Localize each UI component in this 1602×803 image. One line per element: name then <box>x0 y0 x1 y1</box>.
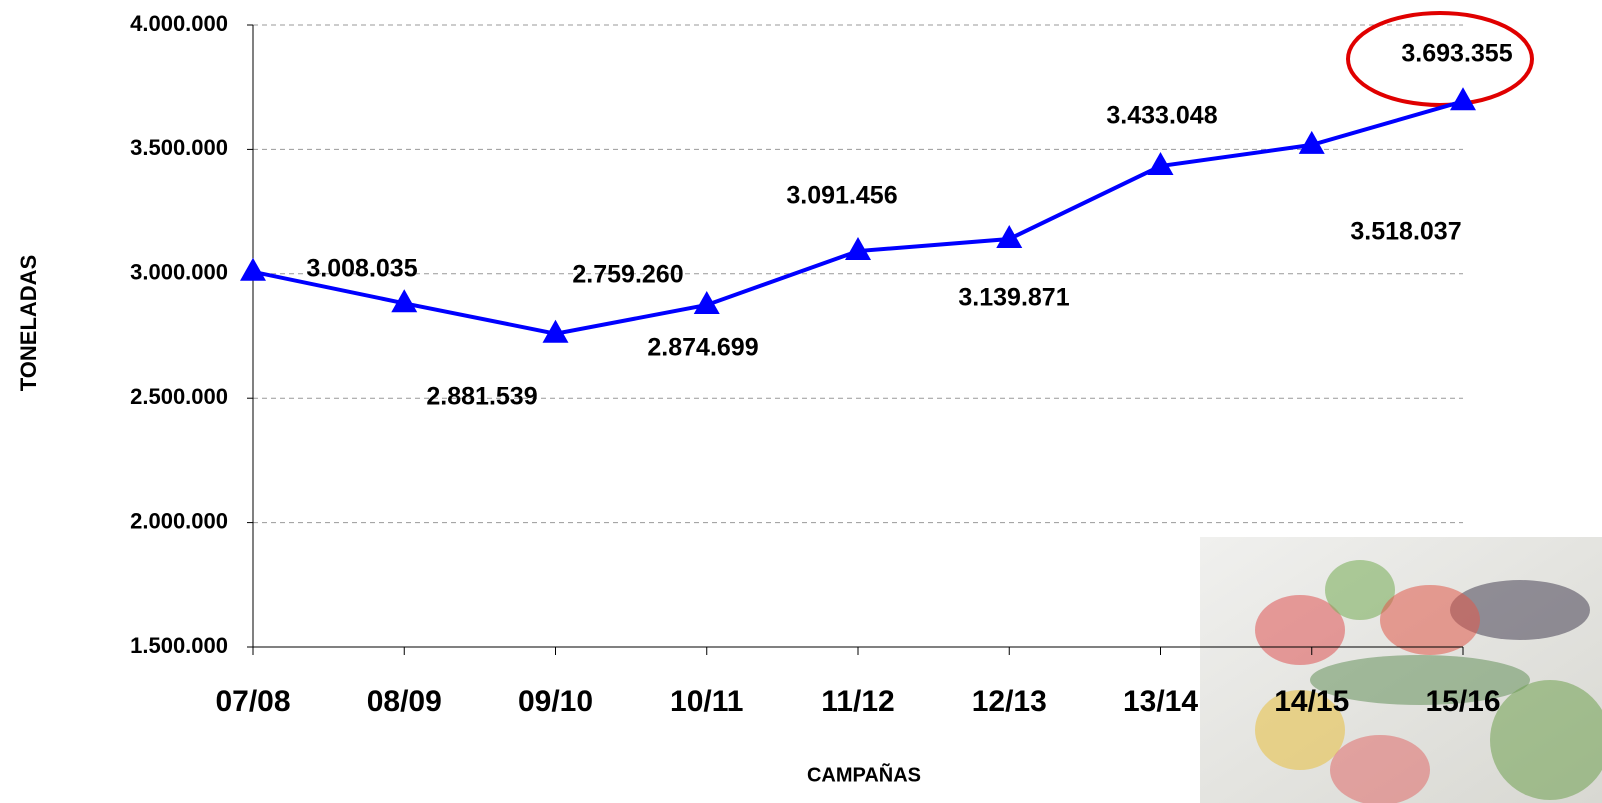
data-marker <box>1450 87 1476 111</box>
data-marker <box>240 257 266 281</box>
value-label: 2.759.260 <box>572 261 683 289</box>
x-tick-label: 10/11 <box>670 685 743 718</box>
x-tick-label: 08/09 <box>367 685 442 718</box>
value-label: 2.881.539 <box>426 383 537 411</box>
value-label: 3.518.037 <box>1350 218 1461 246</box>
x-tick-label: 09/10 <box>518 685 593 718</box>
y-axis-title: TONELADAS <box>16 255 41 392</box>
value-label: 3.693.355 <box>1401 40 1512 68</box>
value-label: 3.139.871 <box>958 284 1069 312</box>
data-marker <box>693 290 720 314</box>
y-tick-label: 2.000.000 <box>130 508 228 533</box>
x-tick-label: 11/12 <box>821 685 894 718</box>
x-tick-label: 12/13 <box>972 685 1047 718</box>
data-marker <box>391 289 418 313</box>
data-marker <box>996 225 1023 249</box>
data-marker <box>1147 152 1174 176</box>
x-tick-label: 14/15 <box>1274 685 1349 718</box>
x-tick-label: 07/08 <box>215 685 290 718</box>
vegetables-image <box>1200 537 1602 803</box>
x-axis-title: CAMPAÑAS <box>807 763 921 786</box>
value-label: 2.874.699 <box>647 334 758 362</box>
y-tick-label: 3.000.000 <box>130 260 228 285</box>
x-tick-label: 13/14 <box>1123 685 1198 718</box>
value-label: 3.008.035 <box>306 255 417 283</box>
data-marker <box>542 319 569 343</box>
data-marker <box>845 237 871 261</box>
y-tick-label: 4.000.000 <box>130 11 228 36</box>
value-label: 3.433.048 <box>1106 102 1217 130</box>
data-marker <box>1298 130 1325 154</box>
highlight-ellipse <box>1346 11 1534 107</box>
value-label: 3.091.456 <box>786 182 897 210</box>
x-tick-label: 15/16 <box>1425 685 1500 718</box>
y-tick-label: 3.500.000 <box>130 135 228 160</box>
y-tick-label: 2.500.000 <box>130 384 228 409</box>
data-line <box>252 99 1464 336</box>
y-tick-label: 1.500.000 <box>130 633 228 658</box>
